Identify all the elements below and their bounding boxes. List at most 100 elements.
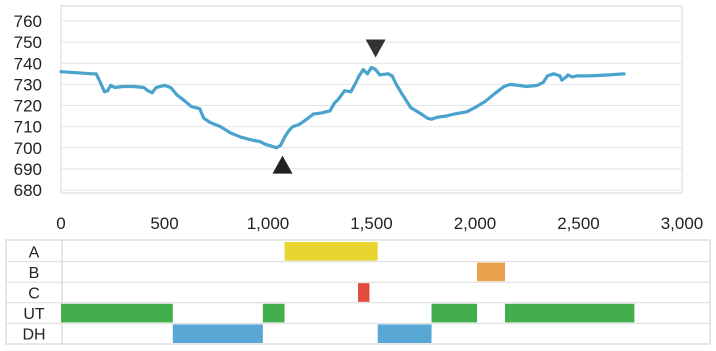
line-data-point [208, 120, 212, 124]
line-data-point [452, 112, 456, 116]
line-data-point [229, 131, 233, 135]
line-data-point [59, 70, 63, 74]
line-data-point [502, 84, 506, 88]
line-data-point [274, 146, 278, 150]
line-data-point [564, 75, 568, 79]
gantt-grid [6, 240, 710, 344]
line-data-point [109, 83, 113, 87]
line-x-tick-labels: 0 500 1,000 1,500 2,000 2,500 3,000 [56, 214, 703, 233]
line-data-point [146, 89, 150, 93]
line-data-point [268, 144, 272, 148]
line-x-tick-label: 500 [150, 214, 178, 233]
line-data-point [336, 97, 340, 101]
gantt-row-label: C [28, 286, 40, 303]
line-data-point [574, 74, 578, 78]
line-data-point [312, 112, 316, 116]
line-data-point [287, 129, 291, 133]
line-data-point [142, 86, 146, 90]
gantt-bar-b [477, 262, 506, 282]
gantt-category-labels: ABC UT DH [22, 244, 45, 343]
line-data-point [102, 90, 106, 94]
line-data-point [419, 112, 423, 116]
line-data-point [163, 83, 166, 87]
line-y-tick-label: 730 [14, 75, 42, 94]
gantt-bar-c [358, 283, 370, 302]
line-data-point [508, 82, 512, 86]
line-data-point [465, 110, 469, 114]
line-data-point [566, 73, 570, 77]
line-y-tick-label: 690 [14, 160, 42, 179]
line-y-tick-labels: 680 690 700 710 720 730 740 750 760 [14, 12, 42, 200]
line-data-point [430, 117, 434, 121]
line-data-point [357, 74, 361, 78]
line-data-point [587, 74, 591, 78]
line-data-point [283, 135, 287, 139]
line-data-point [264, 143, 268, 147]
gantt-bar-ut [431, 303, 478, 323]
line-data-point [570, 75, 574, 79]
line-plot-area [60, 5, 683, 194]
line-y-tick-label: 700 [14, 139, 42, 158]
gantt-bar-ut [61, 303, 173, 323]
gantt-row-label: DH [22, 327, 45, 344]
annotation-triangle-up-marker [272, 155, 293, 174]
line-data-point [370, 65, 373, 69]
line-x-tick-label: 1,500 [350, 214, 393, 233]
line-data-point [328, 109, 332, 113]
line-data-point [131, 84, 135, 88]
line-data-point [473, 106, 477, 110]
line-x-tick-label: 2,000 [454, 214, 497, 233]
line-data-point [121, 84, 125, 88]
line-data-point [98, 80, 102, 84]
line-data-point [516, 83, 520, 87]
line-annotations [272, 39, 386, 174]
line-data-point [394, 82, 398, 86]
gantt-bar-dh [377, 324, 432, 343]
line-data-point [291, 125, 295, 129]
gantt-bars [61, 242, 635, 343]
line-data-point [218, 125, 222, 129]
line-data-point [175, 93, 179, 97]
line-data-point [361, 68, 365, 72]
line-data-point [386, 72, 390, 76]
line-data-point [541, 80, 545, 84]
line-data-point [278, 144, 282, 148]
gantt-row-label: B [29, 265, 40, 282]
gantt-bar-dh [172, 324, 263, 343]
line-data-point [622, 72, 626, 76]
line-x-tick-label: 0 [56, 214, 65, 233]
line-y-tick-label: 750 [14, 33, 42, 52]
line-data-point [545, 74, 549, 78]
line-data-point [608, 73, 612, 77]
line-y-tick-label: 720 [14, 97, 42, 116]
line-data-point [425, 116, 429, 120]
annotation-triangle-down-marker [365, 39, 386, 58]
line-data-point [483, 99, 487, 103]
line-data-point [552, 72, 556, 76]
line-data-point [150, 91, 154, 95]
line-data-point [320, 111, 324, 115]
line-x-tick-label: 1,000 [247, 214, 290, 233]
line-data-point [390, 74, 394, 78]
line-data-point [303, 118, 307, 122]
line-y-tick-label: 710 [14, 118, 42, 137]
line-data-point [349, 90, 353, 94]
line-data-point [436, 115, 440, 119]
line-data-point [258, 139, 262, 143]
line-data-point [90, 72, 94, 76]
line-y-tick-label: 760 [14, 12, 42, 31]
line-data-point [494, 91, 498, 95]
line-x-tick-label: 3,000 [661, 214, 704, 233]
line-data-point [444, 114, 448, 118]
line-data-point [113, 86, 117, 90]
line-x-tick-label: 2,500 [557, 214, 600, 233]
line-data-point [332, 101, 336, 105]
line-data-point [202, 116, 206, 120]
line-data-point [401, 93, 405, 97]
gantt-row-label: A [29, 244, 40, 261]
line-data-point [365, 72, 369, 76]
line-data-point [106, 89, 110, 93]
line-data-point [94, 72, 98, 76]
